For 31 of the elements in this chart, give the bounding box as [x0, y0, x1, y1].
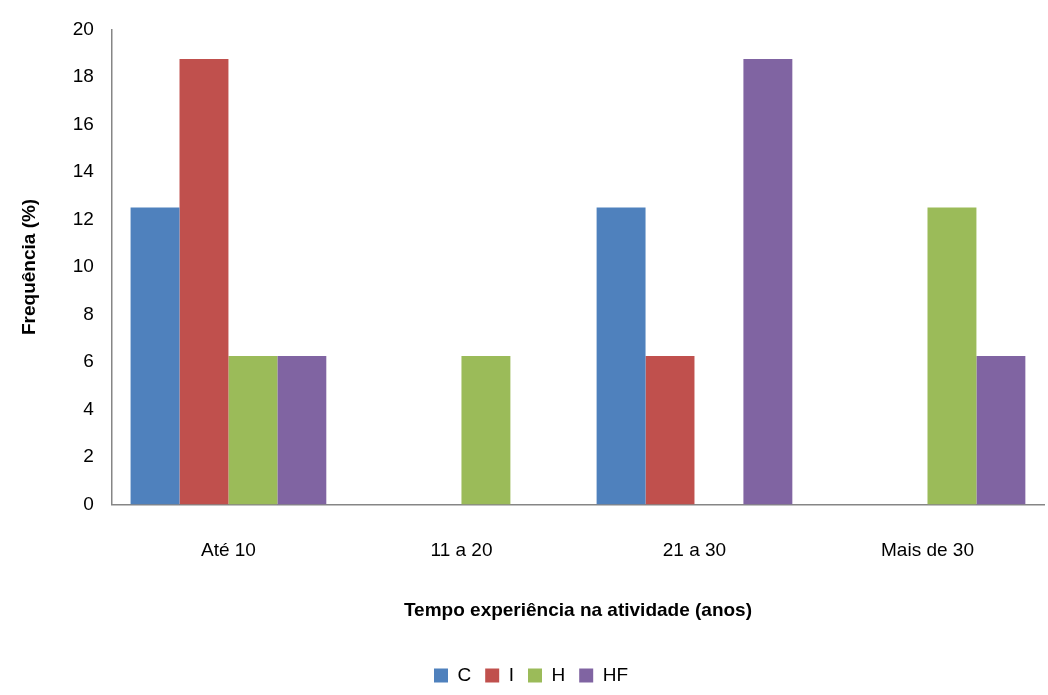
legend-label: HF [602, 663, 629, 685]
bar [179, 59, 229, 505]
legend-label: H [551, 663, 566, 685]
bar [228, 355, 278, 505]
x-tick-label: 21 a 30 [662, 539, 727, 561]
bar [596, 207, 646, 505]
bar [645, 355, 695, 505]
y-tick-label: 0 [83, 492, 94, 514]
y-tick-label: 8 [83, 302, 94, 324]
y-axis-title: Frequência (%) [17, 198, 39, 335]
bar [927, 207, 977, 505]
bar [130, 207, 180, 505]
bar [976, 355, 1026, 505]
x-tick-label: Até 10 [200, 539, 256, 561]
y-tick-label: 14 [72, 160, 95, 182]
y-tick-label: 6 [83, 350, 94, 372]
legend-label: I [508, 663, 514, 685]
y-tick-label: 2 [83, 445, 94, 467]
x-tick-label: Mais de 30 [881, 539, 974, 561]
bar [461, 355, 511, 505]
y-tick-label: 10 [72, 255, 94, 277]
x-axis-title: Tempo experiência na atividade (anos) [403, 598, 753, 620]
y-tick-label: 4 [83, 397, 95, 419]
x-tick-label: 11 a 20 [430, 539, 493, 561]
y-tick-label: 18 [72, 65, 94, 87]
y-tick-label: 12 [72, 207, 94, 229]
y-tick-label: 16 [72, 112, 94, 134]
y-tick-label: 20 [72, 17, 94, 39]
bar [277, 355, 327, 505]
bar [743, 59, 793, 505]
legend-label: C [457, 663, 472, 685]
